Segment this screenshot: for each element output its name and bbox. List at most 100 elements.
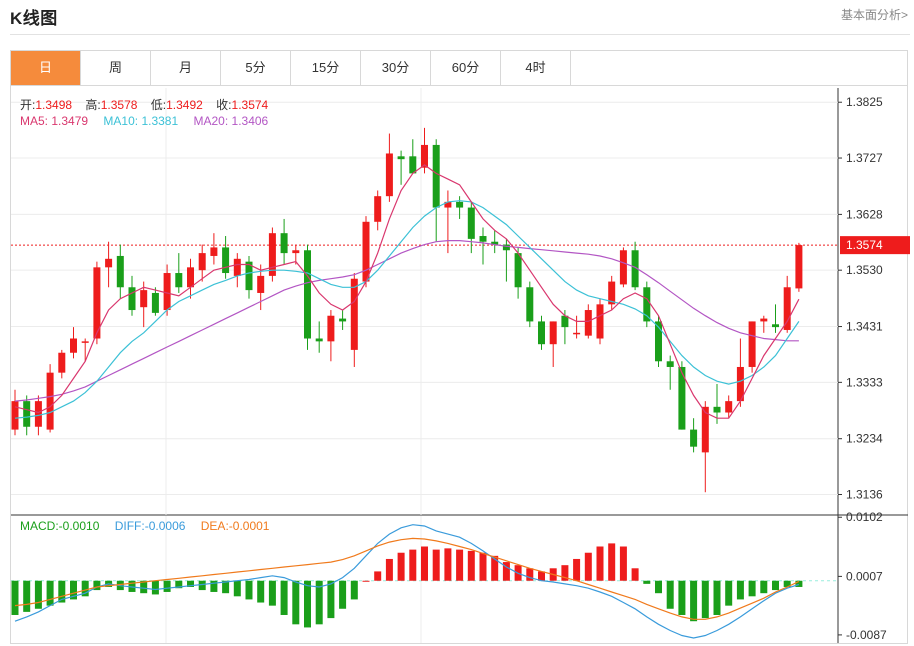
macd-bar [362,580,370,582]
tab-15min[interactable]: 15分 [291,51,361,85]
candle-body [748,321,756,367]
candle-body [596,304,604,339]
price-tick-label: 1.3431 [846,320,883,334]
candle-body [467,207,475,239]
price-tick-label: 1.3727 [846,151,883,165]
macd-bar [432,549,440,581]
candle-body [725,401,733,413]
macd-bar [561,565,569,581]
macd-bar [502,562,510,581]
candle-body [456,201,464,208]
candle-body [584,310,592,336]
candle-body [34,401,42,427]
candle-body [643,287,651,322]
candle-body [292,250,300,254]
dea-label: DEA: [200,519,229,533]
last-price-label: 1.3574 [846,238,883,252]
macd-bar [163,580,171,592]
tab-month[interactable]: 月 [151,51,221,85]
candle-body [385,153,393,197]
candle-body [105,258,113,268]
macd-bar [268,580,276,606]
candle-body [713,406,721,413]
tab-30min[interactable]: 30分 [361,51,431,85]
macd-bar [11,580,19,615]
macd-bar [491,555,499,581]
macd-bar [140,580,148,594]
macd-bar [304,580,311,628]
candle-body [631,250,639,288]
macd-bar [783,580,791,587]
macd-bar [93,580,101,591]
macd-tick-label: -0.0087 [846,628,887,642]
macd-bar [748,580,756,597]
candle-body [81,341,89,343]
diff-value: -0.0006 [144,519,186,533]
high-value: 1.3578 [100,98,138,112]
macd-bar [772,580,779,591]
candle-body [46,372,54,430]
macd-bar [233,580,241,597]
macd-bar [713,580,721,615]
candle-body [222,247,230,274]
candle-body [58,352,66,373]
high-label: 高: [85,98,101,112]
tab-4hour[interactable]: 4时 [501,51,571,85]
candle-body [561,315,569,328]
tab-week[interactable]: 周 [81,51,151,85]
dea-line [14,537,800,620]
macd-bar [409,549,417,581]
macd-bar [421,546,428,581]
candle-body [690,429,698,447]
candle-body [23,401,31,427]
candle-body [280,233,288,254]
candle-body [245,261,253,291]
macd-bar [245,580,253,600]
ma20-value: 1.3406 [231,114,269,128]
candle-body [210,247,218,256]
price-tick-label: 1.3628 [846,207,883,221]
fundamental-analysis-link[interactable]: 基本面分析> [840,8,908,22]
macd-bar [526,568,534,581]
candle-body [93,267,101,339]
candle-body [666,361,674,367]
price-tick-label: 1.3825 [846,95,883,109]
candle-body [701,406,709,453]
macd-bar [690,580,698,622]
tab-60min[interactable]: 60分 [431,51,501,85]
candle-body [432,144,440,208]
low-label: 低: [150,98,167,112]
tab-5min[interactable]: 5分 [221,51,291,85]
candle-body [268,233,276,276]
macd-bar [46,580,54,606]
macd-bar [584,552,592,581]
candle-body [619,250,627,285]
close-value: 1.3574 [231,98,269,112]
candle-body [502,244,510,251]
candle-body [526,287,534,322]
ma5-line [14,164,800,419]
macd-bar [374,571,382,581]
candle-body [304,250,311,339]
open-label: 开: [20,98,36,112]
low-value: 1.3492 [166,98,203,112]
macd-bar [608,543,616,581]
macd-value: -0.0010 [58,519,100,533]
tab-day[interactable]: 日 [11,51,81,85]
macd-bar [479,552,487,581]
candle-body [350,278,358,350]
macd-tick-label: 0.0007 [846,569,883,583]
chart-container[interactable] [10,86,908,644]
macd-bar [70,580,77,600]
macd-bar [222,580,230,594]
macd-bar [678,580,686,615]
open-value: 1.3498 [35,98,73,112]
price-tick-label: 1.3234 [846,432,883,446]
macd-bar [350,580,358,600]
candle-body [736,366,744,402]
candle-body [397,156,405,160]
candle-body [327,315,335,342]
ma20-line [14,240,799,402]
macd-bar [573,558,581,581]
